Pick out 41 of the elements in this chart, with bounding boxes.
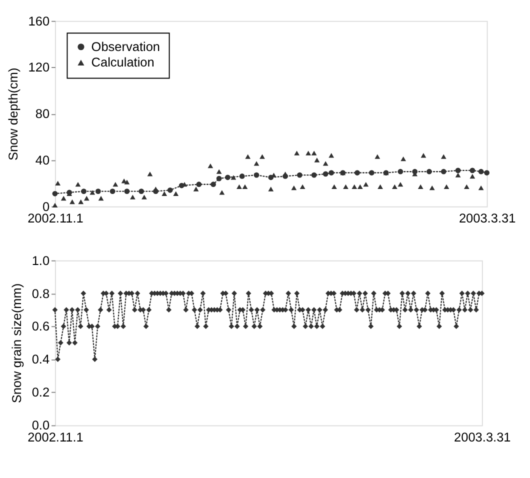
y-tick-label: 160 bbox=[28, 13, 50, 28]
point bbox=[440, 168, 446, 174]
y-axis-title: Snow depth(cm) bbox=[5, 68, 20, 161]
point bbox=[81, 188, 86, 194]
point bbox=[455, 168, 461, 174]
y-tick-label: 0.2 bbox=[32, 384, 50, 400]
point bbox=[110, 188, 116, 194]
point bbox=[322, 171, 328, 177]
point bbox=[484, 170, 490, 176]
point bbox=[239, 174, 245, 179]
y-tick-label: 80 bbox=[35, 106, 50, 122]
point bbox=[225, 174, 230, 180]
point bbox=[210, 182, 216, 188]
point bbox=[296, 172, 302, 178]
point bbox=[426, 168, 432, 174]
point bbox=[368, 170, 374, 176]
point bbox=[124, 188, 130, 194]
y-tick-label: 1.0 bbox=[32, 252, 50, 268]
point bbox=[167, 187, 173, 193]
legend-label: Observation bbox=[91, 38, 160, 54]
legend-label: Calculation bbox=[91, 54, 154, 70]
y-axis-title: Snow grain size(mm) bbox=[9, 283, 24, 404]
y-tick-label: 0.4 bbox=[32, 352, 50, 367]
point bbox=[254, 172, 260, 178]
x-tick-label: 2003.3.31 bbox=[458, 210, 516, 226]
point bbox=[196, 182, 202, 188]
point bbox=[398, 168, 404, 174]
y-tick-label: 120 bbox=[28, 60, 50, 75]
y-tick-label: 40 bbox=[35, 152, 50, 168]
x-tick-label: 2003.3.31 bbox=[454, 429, 511, 444]
point bbox=[478, 168, 484, 174]
point bbox=[216, 176, 222, 182]
point bbox=[311, 172, 317, 178]
point bbox=[138, 188, 144, 194]
point bbox=[470, 168, 476, 174]
point bbox=[52, 190, 58, 196]
point bbox=[328, 170, 334, 176]
y-tick-label: 0.8 bbox=[32, 286, 50, 301]
y-tick-label: 0.6 bbox=[32, 318, 50, 334]
point bbox=[354, 170, 360, 176]
point bbox=[95, 188, 101, 194]
